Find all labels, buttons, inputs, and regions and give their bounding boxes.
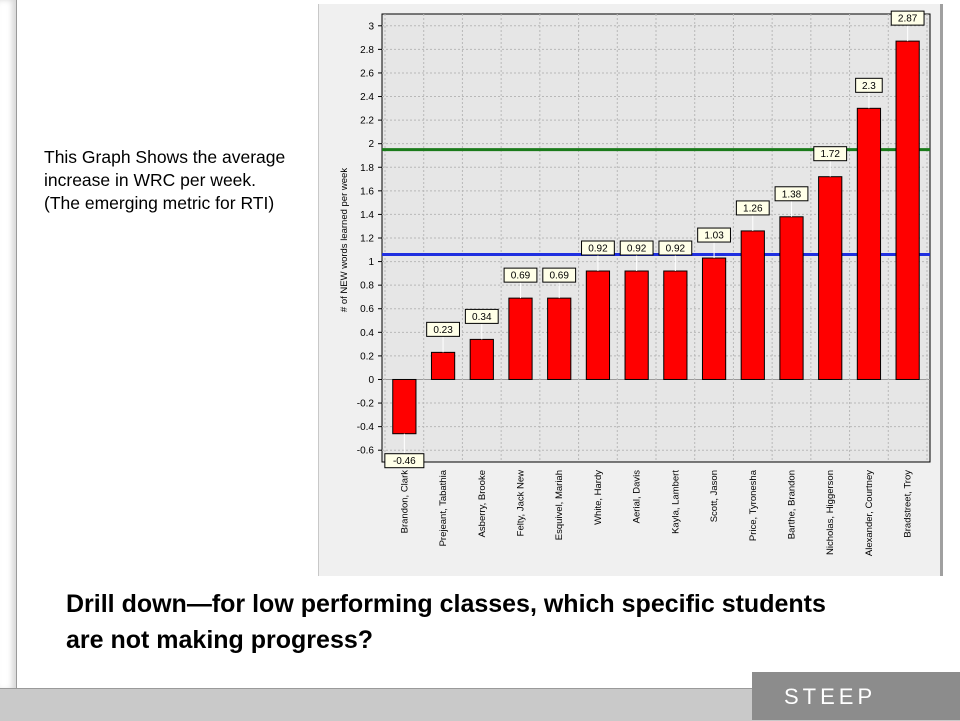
y-tick-label: 0.8 — [360, 281, 374, 292]
data-label: 0.34 — [472, 312, 492, 323]
bar — [508, 297, 533, 380]
data-label-box — [619, 240, 654, 256]
y-tick-label: -0.6 — [357, 446, 375, 457]
data-label: 1.03 — [704, 231, 724, 242]
data-label-box — [855, 77, 883, 93]
data-label-box — [658, 240, 693, 256]
data-label: 1.38 — [782, 189, 802, 200]
data-label-box — [464, 308, 499, 324]
y-tick-label: 1.8 — [360, 163, 374, 174]
bar — [701, 257, 727, 380]
x-tick-label: Brandon, Clark — [399, 470, 410, 534]
x-tick-label: Barthe, Brandon — [787, 470, 798, 539]
y-tick-label: 1.4 — [360, 210, 374, 221]
data-label: -0.46 — [393, 456, 416, 467]
bars: -0.46 0.23 0.34 0.69 0.69 0.92 0.92 0.92 1.03 1.2… — [384, 10, 925, 469]
y-tick-label: 2.4 — [360, 92, 374, 103]
headline-text: Drill down—for low performing classes, w… — [66, 590, 826, 654]
y-tick-label: 0.6 — [360, 304, 374, 315]
x-tick-label: Asberry, Brooke — [477, 470, 488, 537]
y-tick-label: 1 — [368, 257, 374, 268]
data-label-box — [503, 267, 538, 283]
bar — [392, 378, 417, 435]
data-label-box — [426, 321, 460, 337]
data-label-box — [774, 186, 809, 202]
data-label-box — [542, 267, 577, 283]
y-tick-label: 2.6 — [360, 68, 374, 79]
x-tick-label: Prejeant, Tabathia — [438, 469, 449, 546]
bar — [624, 270, 649, 380]
x-tick-label: Aerial, Davis — [632, 470, 643, 524]
data-label: 0.92 — [588, 244, 608, 255]
steep-logo: STEEP — [784, 684, 877, 709]
data-label-box — [813, 146, 848, 162]
y-tick-label: 2 — [368, 139, 374, 150]
bar — [856, 107, 882, 380]
data-label: 0.69 — [511, 271, 531, 282]
data-label-box — [890, 10, 925, 26]
data-label: 0.69 — [549, 271, 569, 282]
data-label: 2.3 — [862, 81, 876, 92]
bar — [585, 270, 611, 380]
y-tick-label: 1.6 — [360, 186, 374, 197]
y-tick-label: -0.2 — [357, 399, 375, 410]
x-tick-label: Bradstreet, Troy — [903, 470, 914, 538]
data-label-box — [384, 453, 425, 469]
x-tick-label: Kayla, Lambert — [670, 470, 681, 534]
bar — [663, 270, 688, 380]
bar — [469, 338, 494, 380]
x-tick-label: Alexander, Courtney — [864, 470, 875, 556]
x-tick-label: Felty, Jack New — [516, 470, 527, 536]
data-label: 0.23 — [433, 325, 453, 336]
data-label: 0.92 — [666, 244, 686, 255]
data-label-box — [697, 227, 731, 243]
y-tick-label: 2.2 — [360, 116, 374, 127]
y-axis-label: # of NEW words learned per week — [339, 168, 350, 312]
bar — [779, 216, 804, 380]
y-tick-label: 0 — [368, 375, 374, 386]
y-axis-ticks: -0.6 -0.4 -0.2 0 0.2 0.4 0.6 0.8 1 1.2 1.4 1.6 1.8 2 2… — [357, 21, 382, 457]
x-tick-label: Esquivel, Mariah — [554, 470, 565, 540]
x-tick-label: White, Hardy — [593, 470, 604, 525]
y-tick-label: 0.2 — [360, 351, 374, 362]
y-tick-label: 0.4 — [360, 328, 374, 339]
bar — [818, 176, 843, 380]
callout-text: This Graph Shows the average increase in… — [44, 147, 286, 213]
chart-right-border — [940, 4, 943, 576]
data-label-box — [581, 240, 615, 256]
y-tick-label: 2.8 — [360, 45, 374, 56]
x-tick-label: Nicholas, Higgerson — [825, 470, 836, 555]
y-tick-label: -0.4 — [357, 422, 375, 433]
y-tick-label: 1.2 — [360, 234, 374, 245]
data-label-box — [735, 200, 770, 216]
slide-left-border — [0, 0, 17, 690]
y-tick-label: 3 — [368, 21, 374, 32]
x-tick-label: Price, Tyronesha — [748, 469, 759, 541]
x-tick-label: Scott, Jason — [709, 470, 720, 522]
x-axis-labels: Brandon, Clark Prejeant, Tabathia Asberry,… — [399, 469, 913, 556]
data-label: 0.92 — [627, 244, 647, 255]
data-label: 2.87 — [898, 14, 918, 25]
bar — [740, 230, 765, 380]
bar — [895, 40, 920, 380]
data-label: 1.72 — [820, 149, 840, 160]
footer-logo-tab — [752, 672, 960, 720]
bar — [430, 351, 456, 380]
bar — [547, 297, 572, 380]
data-label: 1.26 — [743, 203, 763, 214]
